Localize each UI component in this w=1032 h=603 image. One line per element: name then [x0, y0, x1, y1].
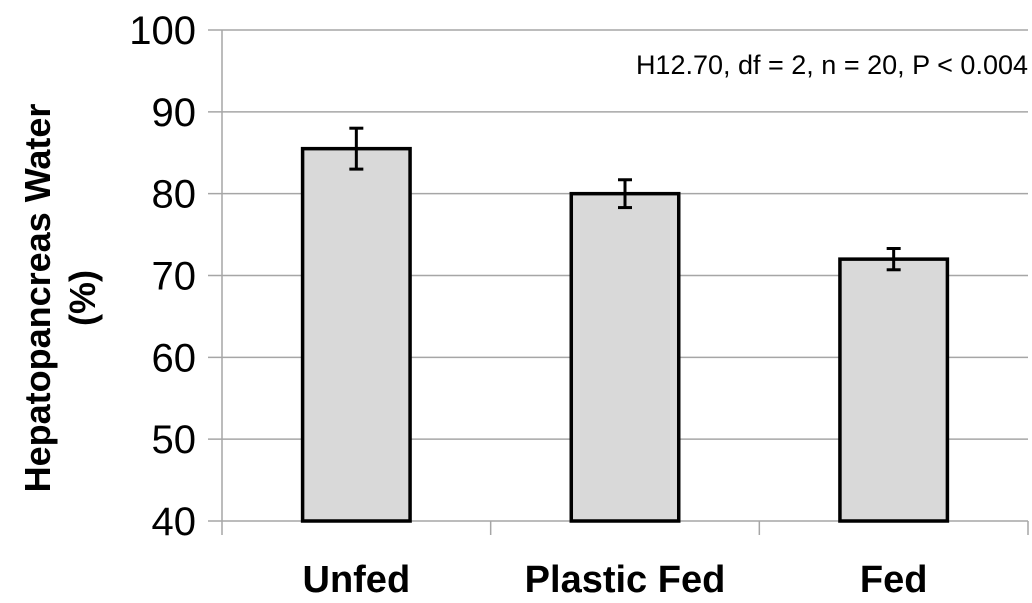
- y-tick-label: 40: [152, 500, 197, 544]
- x-category-label: Fed: [860, 559, 928, 601]
- x-category-label: Unfed: [303, 559, 411, 601]
- statistics-annotation: H12.70, df = 2, n = 20, P < 0.004: [636, 50, 1028, 80]
- y-tick-label: 50: [152, 418, 197, 462]
- bars: [300, 146, 950, 523]
- bar-fed: [838, 257, 950, 523]
- y-tick-label: 100: [129, 9, 196, 53]
- x-category-label: Plastic Fed: [525, 559, 726, 601]
- error-bars: [349, 126, 901, 272]
- bar-plastic-fed: [569, 191, 681, 523]
- y-axis-title-line1: Hepatopancreas Water: [17, 104, 58, 493]
- y-tick-labels: 40 50 60 70 80 90 100: [129, 9, 196, 544]
- y-tick-label: 90: [152, 91, 197, 135]
- x-category-labels: Unfed Plastic Fed Fed: [303, 559, 928, 601]
- y-tick-label: 60: [152, 336, 197, 380]
- y-tick-label: 70: [152, 255, 197, 299]
- y-axis-title-line2: (%): [62, 270, 103, 326]
- bar-unfed: [300, 146, 412, 523]
- y-tick-label: 80: [152, 173, 197, 217]
